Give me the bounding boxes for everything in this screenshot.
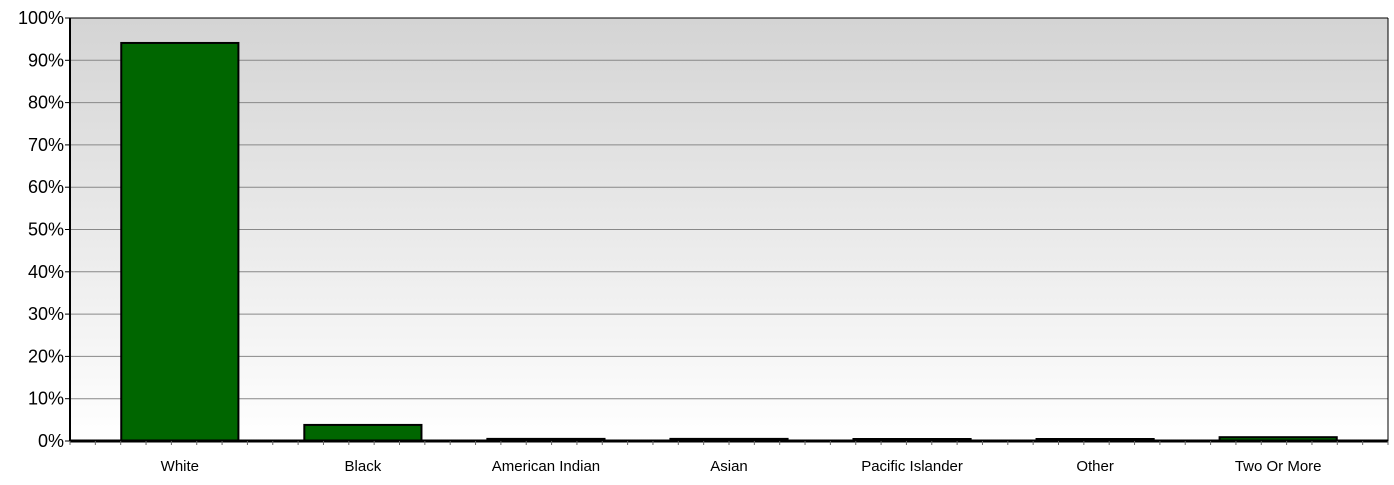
y-tick-label: 100% <box>18 8 64 28</box>
y-tick-label: 90% <box>28 50 64 70</box>
y-tick-label: 70% <box>28 135 64 155</box>
y-axis-ticks: 0% 10% 20% 30% 40% 50% 60% 70% 80% 90% 100% <box>18 8 70 451</box>
y-tick-label: 60% <box>28 177 64 197</box>
bars <box>120 41 1338 443</box>
grid-lines <box>70 59 1388 400</box>
y-tick-label: 20% <box>28 346 64 366</box>
x-tick-label: Other <box>1076 458 1114 475</box>
x-tick-label: Pacific Islander <box>861 458 963 475</box>
x-tick-label: Black <box>345 458 382 475</box>
y-tick-label: 40% <box>28 262 64 282</box>
axes <box>69 17 1389 445</box>
y-tick-label: 80% <box>28 93 64 113</box>
y-tick-label: 10% <box>28 389 64 409</box>
x-tick-label: Two Or More <box>1235 458 1322 475</box>
y-tick-label: 50% <box>28 220 64 240</box>
x-tick-label: American Indian <box>492 458 600 475</box>
x-tick-label: White <box>161 458 199 475</box>
bar-black <box>303 423 423 442</box>
x-axis-ticks: White Black American Indian Asian Pacific Is… <box>161 458 1322 475</box>
y-tick-label: 30% <box>28 304 64 324</box>
bar-white <box>120 41 240 442</box>
y-tick-label: 0% <box>38 431 64 451</box>
x-tick-label: Asian <box>710 458 748 475</box>
